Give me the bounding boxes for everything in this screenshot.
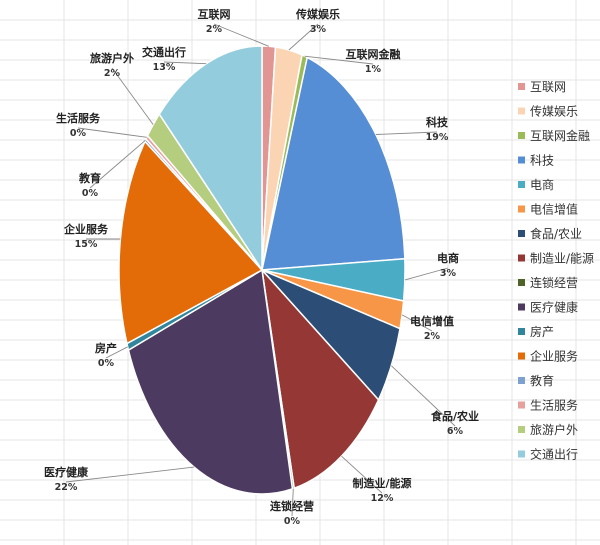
legend-label-13: 生活服务 — [530, 398, 578, 413]
pie-slices — [118, 45, 406, 495]
data-label-percent-7: 12% — [371, 493, 394, 504]
legend-swatch-13 — [518, 401, 525, 409]
data-label-category-7: 制造业/能源 — [352, 476, 411, 490]
legend-swatch-15 — [518, 450, 525, 458]
data-label-category-3: 科技 — [426, 115, 449, 129]
leader-line-9 — [65, 466, 195, 483]
data-label-percent-0: 2% — [206, 24, 223, 35]
pie-slice-3 — [261, 56, 406, 271]
data-label-percent-15: 13% — [153, 62, 176, 73]
leader-line-7 — [341, 455, 383, 494]
data-label-category-13: 生活服务 — [56, 111, 101, 125]
leader-line-12 — [89, 139, 146, 189]
data-label-percent-13: 0% — [70, 128, 87, 139]
legend-label-6: 食品/农业 — [530, 226, 582, 241]
legend-label-9: 医疗健康 — [530, 300, 578, 315]
legend-swatch-1 — [518, 107, 525, 115]
legend-label-2: 互联网金融 — [530, 128, 590, 143]
data-label-category-5: 电信增值 — [410, 314, 454, 328]
leader-line-14 — [111, 67, 154, 125]
data-label-category-0: 互联网 — [198, 7, 231, 21]
legend-label-15: 交通出行 — [530, 447, 578, 462]
data-label-category-6: 食品/农业 — [431, 409, 479, 423]
legend-swatch-6 — [518, 230, 525, 237]
data-label-category-14: 旅游户外 — [90, 51, 134, 65]
legend-swatch-8 — [518, 279, 525, 286]
data-label-percent-1: 3% — [310, 24, 327, 35]
pie-slice-15 — [158, 45, 263, 273]
leader-line-5 — [401, 314, 433, 332]
leader-line-10 — [105, 346, 128, 359]
pie-slice-11 — [118, 139, 264, 345]
data-label-category-15: 交通出行 — [142, 45, 186, 59]
legend-label-14: 旅游户外 — [530, 422, 578, 437]
legend-label-3: 科技 — [530, 154, 554, 168]
leader-line-0 — [213, 23, 269, 47]
data-label-category-10: 房产 — [95, 341, 117, 355]
data-label-percent-8: 0% — [284, 516, 301, 527]
legend-label-4: 电商 — [530, 177, 554, 192]
data-label-percent-10: 0% — [98, 358, 115, 369]
legend-swatch-4 — [518, 181, 525, 188]
legend-swatch-0 — [518, 83, 525, 90]
legend-swatch-9 — [518, 303, 525, 311]
legend-label-10: 房产 — [530, 324, 554, 339]
legend-label-12: 教育 — [530, 373, 554, 388]
legend-swatch-3 — [518, 156, 525, 164]
legend-label-0: 互联网 — [530, 80, 566, 94]
data-label-percent-4: 3% — [440, 268, 457, 279]
leader-line-3 — [375, 131, 438, 135]
legend-swatch-12 — [518, 377, 525, 384]
leader-line-13 — [77, 127, 147, 138]
legend-swatch-10 — [518, 328, 525, 335]
data-label-percent-2: 1% — [365, 64, 382, 75]
data-label-percent-5: 2% — [424, 331, 441, 342]
legend-swatch-2 — [518, 132, 525, 139]
leader-lines — [65, 23, 456, 517]
data-label-percent-6: 6% — [447, 426, 464, 437]
leader-line-1 — [288, 23, 319, 51]
legend-label-8: 连锁经营 — [530, 275, 578, 290]
data-label-percent-14: 2% — [104, 68, 121, 79]
legend-label-5: 电信增值 — [530, 202, 578, 217]
data-label-category-4: 电商 — [437, 251, 459, 265]
legend-label-7: 制造业/能源 — [530, 252, 594, 266]
data-labels: 互联网 2% 传媒娱乐 3% 互联网金融 1% 科技 19% 电商 3% 电信增值 2% 食品/农业 6%… — [44, 7, 479, 527]
data-label-category-2: 互联网金融 — [346, 47, 401, 61]
legend-label-11: 企业服务 — [530, 349, 578, 364]
legend-swatch-7 — [518, 254, 525, 262]
leader-line-8 — [291, 488, 294, 517]
chart-legend: 互联网传媒娱乐互联网金融科技电商电信增值食品/农业制造业/能源连锁经营医疗健康房… — [518, 80, 594, 462]
legend-swatch-11 — [518, 352, 525, 360]
data-label-percent-11: 15% — [75, 239, 98, 250]
data-label-category-9: 医疗健康 — [44, 465, 89, 479]
data-label-category-1: 传媒娱乐 — [295, 7, 340, 21]
data-label-percent-9: 22% — [55, 482, 78, 493]
data-label-percent-3: 19% — [426, 132, 449, 143]
legend-swatch-5 — [518, 205, 525, 213]
leader-line-15 — [163, 61, 207, 65]
data-label-category-11: 企业服务 — [63, 222, 109, 236]
data-label-category-8: 连锁经营 — [270, 499, 314, 513]
pie-slice-7 — [260, 267, 380, 490]
leader-line-2 — [304, 55, 374, 65]
legend-label-1: 传媒娱乐 — [530, 104, 578, 119]
leader-line-4 — [404, 267, 449, 281]
leader-line-6 — [390, 365, 456, 427]
data-label-percent-12: 0% — [82, 188, 99, 199]
legend-swatch-14 — [518, 426, 525, 433]
data-label-category-12: 教育 — [78, 171, 101, 185]
